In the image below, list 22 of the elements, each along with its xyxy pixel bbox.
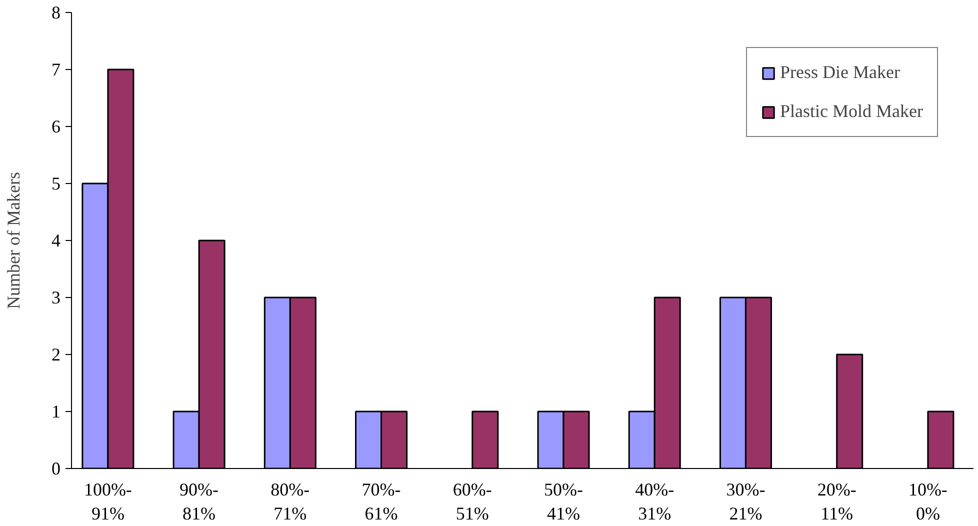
- y-tick-label: 3: [52, 288, 60, 308]
- legend-label: Press Die Maker: [780, 62, 900, 83]
- x-tick-label: 40%- 31%: [635, 480, 674, 524]
- x-tick-label: 20%- 11%: [817, 480, 856, 524]
- x-tick-label: 70%- 61%: [362, 480, 401, 524]
- y-tick-label: 4: [52, 230, 60, 250]
- y-axis-title: Number of Makers: [4, 172, 24, 309]
- y-tick-label: 0: [52, 458, 60, 478]
- x-tick-label: 60%- 51%: [452, 480, 492, 524]
- y-tick-label: 5: [52, 174, 60, 194]
- x-tick-label: 90%- 81%: [180, 480, 219, 524]
- x-tick-label: 10%- 0%: [908, 480, 948, 524]
- x-tick-label: 100%- 91%: [84, 480, 132, 524]
- x-tick-label: 50%- 41%: [544, 480, 584, 524]
- y-tick-label: 8: [52, 2, 60, 22]
- legend-label: Plastic Mold Maker: [780, 101, 923, 122]
- y-tick-label: 2: [52, 344, 60, 364]
- x-tick-label: 30%- 21%: [726, 480, 766, 524]
- y-tick-label: 1: [52, 402, 60, 422]
- x-tick-label: 80%- 71%: [270, 480, 310, 524]
- y-tick-label: 7: [52, 60, 60, 80]
- y-tick-label: 6: [52, 116, 60, 136]
